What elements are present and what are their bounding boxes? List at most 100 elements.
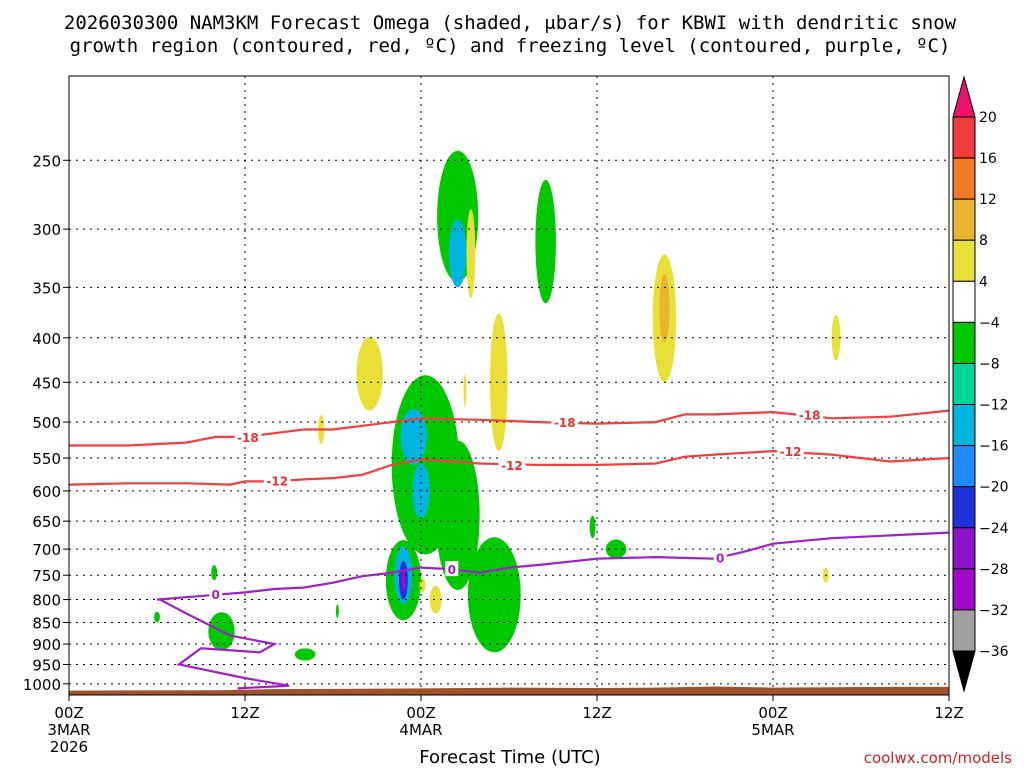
colorbar-top-arrow bbox=[952, 75, 976, 118]
colorbar-swatch bbox=[952, 239, 976, 282]
y-tick-label: 900 bbox=[32, 636, 61, 654]
contour-label-bg bbox=[796, 406, 824, 422]
omega-region bbox=[429, 585, 442, 614]
colorbar-label: 8 bbox=[979, 233, 988, 249]
colorbar-swatch bbox=[952, 157, 976, 200]
chart-title-line1: 2026030300 NAM3KM Forecast Omega (shaded… bbox=[64, 12, 957, 34]
colorbar-swatch bbox=[952, 116, 976, 159]
y-tick-label: 650 bbox=[32, 513, 61, 531]
y-tick-label: 800 bbox=[32, 592, 61, 610]
y-tick-label: 400 bbox=[32, 330, 61, 348]
colorbar-label: −32 bbox=[979, 603, 1009, 619]
credit-text: coolwx.com/models bbox=[864, 749, 1012, 767]
colorbar-label: −4 bbox=[979, 315, 1000, 331]
contour-label-bg bbox=[445, 561, 459, 577]
freezing-0C-loop bbox=[159, 598, 290, 690]
contour-label: 0 bbox=[211, 588, 219, 602]
colorbar: 20 16 12 8 4 −4 −8 −12 −16 −20 −24 −28 −32 −36 bbox=[952, 75, 1009, 693]
dgz--12C-line bbox=[68, 449, 950, 486]
x-tick-label: 12Z bbox=[230, 704, 259, 722]
contour-label-bg bbox=[263, 472, 291, 488]
colorbar-label: 16 bbox=[979, 151, 997, 167]
omega-region bbox=[448, 219, 467, 288]
colorbar-label: −8 bbox=[979, 356, 1000, 372]
x-tick-label: 12Z bbox=[934, 704, 963, 722]
colorbar-label: −28 bbox=[979, 562, 1009, 578]
omega-region bbox=[489, 313, 508, 452]
contour-label: 0 bbox=[716, 552, 724, 566]
y-tick-label: 850 bbox=[32, 614, 61, 632]
colorbar-swatch bbox=[952, 321, 976, 364]
y-tick-label: 550 bbox=[32, 450, 61, 468]
colorbar-swatch bbox=[952, 280, 976, 323]
colorbar-label: −12 bbox=[979, 398, 1009, 414]
y-tick-label: 250 bbox=[32, 152, 61, 170]
omega-region bbox=[419, 577, 426, 593]
y-tick-label: 350 bbox=[32, 279, 61, 297]
plot-area: -18 -18 -18 -12 -12 -12 0 0 0 bbox=[68, 75, 950, 696]
y-tick-label: 500 bbox=[32, 414, 61, 432]
y-tick-label: 950 bbox=[32, 656, 61, 674]
x-tick-year: 2026 bbox=[50, 738, 88, 756]
omega-region bbox=[294, 648, 316, 661]
contour-label: -12 bbox=[501, 459, 523, 473]
colorbar-label: 20 bbox=[979, 110, 997, 126]
colorbar-label: 4 bbox=[979, 274, 988, 290]
colorbar-label: −36 bbox=[979, 644, 1009, 660]
chart-title-line2: growth region (contoured, red, ºC) and f… bbox=[70, 35, 951, 57]
contour-label: -18 bbox=[237, 431, 259, 445]
colorbar-swatch bbox=[952, 362, 976, 406]
omega-region bbox=[356, 337, 383, 411]
x-tick-date: 3MAR bbox=[47, 721, 90, 739]
y-tick-label: 700 bbox=[32, 541, 61, 559]
contour-label: -12 bbox=[780, 445, 802, 459]
omega-region bbox=[401, 569, 406, 591]
colorbar-swatch bbox=[952, 486, 976, 529]
colorbar-swatch bbox=[952, 198, 976, 241]
contour-label-bg bbox=[498, 456, 526, 472]
contour-label-bg bbox=[234, 428, 262, 444]
contour-label-bg bbox=[777, 443, 805, 459]
y-tick-label: 750 bbox=[32, 567, 61, 585]
contour-label: -18 bbox=[554, 416, 576, 430]
colorbar-swatch bbox=[952, 568, 976, 611]
colorbar-swatch bbox=[952, 609, 976, 652]
contour-label: -12 bbox=[266, 475, 288, 489]
freezing-0C-line bbox=[156, 531, 950, 601]
contour-lines bbox=[68, 409, 950, 690]
plot-frame bbox=[68, 75, 950, 696]
omega-region bbox=[154, 611, 160, 623]
omega-region bbox=[463, 374, 467, 407]
contour-labels: -18 -18 -18 -12 -12 -12 0 0 0 bbox=[209, 406, 824, 602]
colorbar-label: −24 bbox=[979, 521, 1009, 537]
contour-label: 0 bbox=[448, 563, 456, 577]
contour-label: -18 bbox=[799, 408, 821, 422]
omega-region bbox=[211, 565, 218, 581]
dgz--18C-line bbox=[69, 409, 950, 447]
colorbar-bottom-arrow bbox=[952, 650, 976, 693]
colorbar-swatch bbox=[952, 404, 976, 447]
colorbar-swatch bbox=[952, 445, 976, 488]
omega-region bbox=[467, 537, 521, 653]
x-tick-label: 00Z bbox=[406, 704, 435, 722]
x-tick-label: 00Z bbox=[54, 704, 83, 722]
x-tick-date: 4MAR bbox=[399, 721, 442, 739]
y-tick-label: 600 bbox=[32, 483, 61, 501]
x-tick-label: 12Z bbox=[582, 704, 611, 722]
colorbar-label: 12 bbox=[979, 192, 997, 208]
omega-region bbox=[400, 408, 427, 465]
x-axis-title: Forecast Time (UTC) bbox=[419, 747, 600, 768]
y-tick-label: 300 bbox=[32, 221, 61, 239]
omega-region bbox=[535, 179, 556, 304]
colorbar-label: −20 bbox=[979, 480, 1009, 496]
x-tick-date: 5MAR bbox=[751, 721, 794, 739]
omega-region bbox=[831, 314, 841, 361]
y-axis: 250 300 350 400 450 500 550 600 650 700 750 800 850 9… bbox=[23, 152, 69, 694]
omega-region bbox=[659, 274, 670, 343]
omega-region bbox=[589, 515, 596, 539]
contour-label-bg bbox=[209, 585, 223, 601]
omega-region bbox=[466, 209, 476, 298]
terrain-area bbox=[69, 686, 949, 695]
